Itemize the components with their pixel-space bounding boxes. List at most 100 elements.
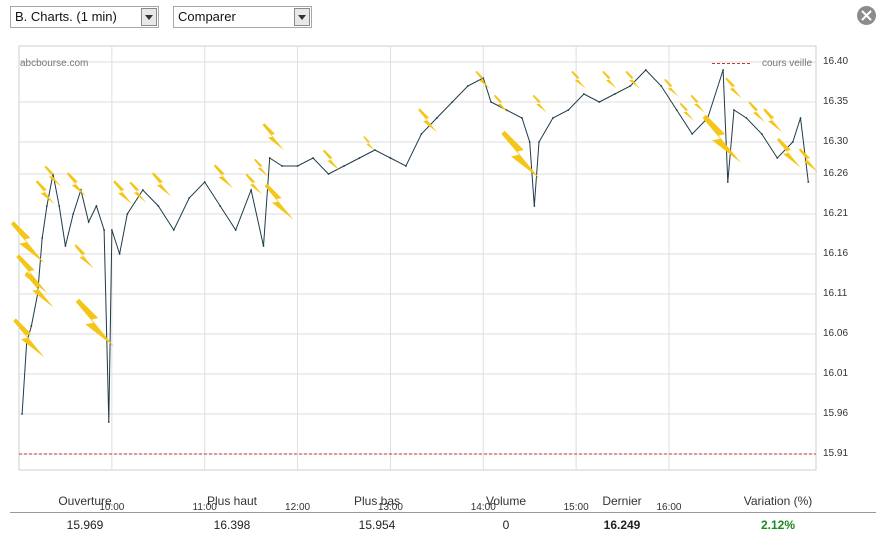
price-point: [268, 157, 271, 159]
interval-select[interactable]: B. Charts. (1 min): [10, 6, 159, 28]
compare-select-value: Comparer: [178, 9, 236, 24]
x-tick-label: 12:00: [285, 502, 311, 513]
flash-icon: [493, 94, 509, 113]
flash-icon: [10, 221, 45, 264]
price-point: [552, 117, 554, 119]
stat-label: Variation (%): [743, 494, 813, 508]
price-point: [30, 325, 33, 327]
price-point: [141, 189, 144, 191]
y-tick-label: 16.11: [823, 288, 848, 299]
price-line: [21, 69, 809, 423]
price-point: [281, 165, 283, 167]
price-point: [157, 205, 160, 207]
price-point: [118, 253, 121, 255]
price-point: [776, 157, 779, 159]
flash-icon: [664, 78, 679, 97]
flash-icon: [363, 136, 376, 151]
flash-icon: [245, 173, 263, 195]
price-point: [799, 117, 802, 119]
price-chart[interactable]: abcbourse.com cours veille 16.40 16.35 16.…: [0, 28, 876, 513]
plot-frame: [18, 45, 817, 471]
price-point: [726, 181, 729, 183]
compare-select[interactable]: Comparer: [173, 6, 312, 28]
flash-icon: [254, 158, 269, 177]
price-point: [203, 181, 206, 183]
price-point: [466, 85, 469, 87]
stat-value: 2.12%: [760, 518, 796, 532]
price-point: [312, 157, 314, 159]
price-point: [110, 229, 113, 231]
y-tick-label: 16.35: [823, 96, 849, 107]
price-point: [745, 117, 748, 119]
price-point: [21, 413, 23, 415]
flash-icon: [44, 165, 62, 187]
price-point: [374, 149, 376, 151]
price-point: [807, 181, 810, 183]
price-point: [172, 229, 175, 231]
close-button[interactable]: [857, 6, 876, 25]
price-point: [660, 85, 663, 87]
stat-value: 15.969: [66, 518, 104, 532]
x-tick-label: 10:00: [99, 502, 125, 513]
price-point: [262, 245, 265, 247]
price-chart-canvas: [10, 45, 818, 471]
prev-close-legend: cours veille: [712, 58, 812, 69]
price-point: [404, 165, 407, 167]
flash-icon: [702, 114, 741, 163]
stat-value: 16.398: [213, 518, 251, 532]
price-point: [107, 421, 110, 423]
price-point: [435, 117, 438, 119]
stat-label: Plus bas: [353, 494, 401, 508]
price-point: [103, 229, 106, 231]
price-point: [87, 221, 90, 223]
stat-label: Ouverture: [58, 494, 112, 508]
y-tick-label: 16.16: [823, 248, 849, 259]
price-point: [451, 101, 454, 103]
flash-icon: [74, 244, 94, 269]
price-point: [296, 165, 299, 167]
stat-value: 0: [502, 518, 510, 532]
interval-select-value: B. Charts. (1 min): [15, 9, 117, 24]
y-tick-label: 16.40: [823, 56, 849, 67]
chevron-down-icon[interactable]: [141, 8, 157, 26]
chart-source: abcbourse.com: [20, 58, 89, 69]
price-point: [343, 165, 345, 167]
x-tick-label: 14:00: [470, 502, 496, 513]
y-tick-label: 16.26: [823, 168, 849, 179]
price-point: [722, 69, 725, 71]
y-tick-label: 16.30: [823, 136, 849, 147]
flash-icon: [679, 102, 695, 121]
x-tick-label: 15:00: [563, 502, 589, 513]
stat-label: Plus haut: [206, 494, 258, 508]
price-point: [733, 109, 735, 111]
y-tick-label: 16.01: [823, 368, 849, 379]
flash-icon: [24, 271, 54, 308]
price-point: [41, 237, 44, 239]
flash-icon: [13, 318, 45, 358]
x-tick-label: 16:00: [656, 502, 682, 513]
flash-icon: [322, 149, 340, 171]
flash-icon: [725, 77, 743, 99]
price-point: [234, 229, 237, 231]
price-point: [567, 109, 570, 111]
prev-close-legend-swatch: [712, 62, 750, 64]
chevron-down-icon[interactable]: [294, 8, 310, 26]
price-point: [389, 157, 392, 159]
stat-value: 15.954: [358, 518, 396, 532]
flash-icon: [151, 172, 172, 197]
price-point: [533, 205, 536, 207]
price-point: [219, 205, 222, 207]
flash-icon: [571, 70, 586, 89]
price-point: [95, 205, 98, 207]
flash-icon: [16, 254, 48, 294]
price-point: [358, 157, 361, 159]
price-point: [528, 141, 531, 143]
flash-icon: [763, 108, 783, 133]
flash-icon: [798, 148, 818, 173]
price-point: [250, 189, 253, 191]
y-tick-label: 16.21: [823, 208, 849, 219]
close-icon: [861, 10, 872, 21]
flash-icon: [748, 101, 766, 123]
flash-icon: [501, 130, 540, 179]
y-tick-label: 15.91: [823, 448, 849, 459]
